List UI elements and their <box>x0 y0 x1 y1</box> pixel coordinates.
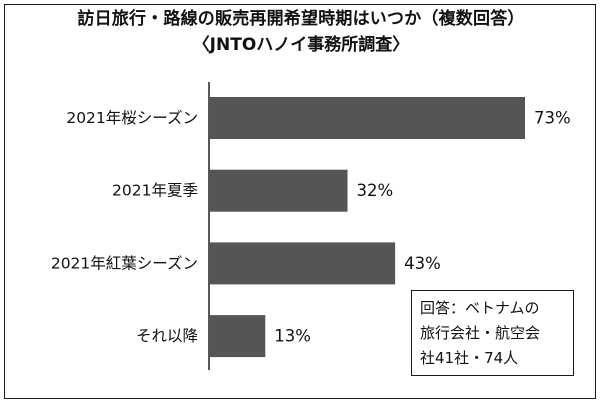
note-line-1: 回答：ベトナムの <box>420 299 540 317</box>
bar <box>209 169 348 212</box>
category-label: 2021年紅葉シーズン <box>51 254 198 272</box>
category-label: それ以降 <box>136 327 198 345</box>
value-label: 73% <box>534 109 571 128</box>
bar <box>209 315 266 358</box>
chart-subtitle: 〈JNTOハノイ事務所調査〉 <box>192 35 410 55</box>
category-label: 2021年夏季 <box>112 182 198 200</box>
value-label: 32% <box>357 181 394 200</box>
respondents-note: 回答：ベトナムの 旅行会社・航空会 社41社・74人 <box>411 290 574 376</box>
bars-layer: 2021年桜シーズン 73% 2021年夏季 32% 2021年紅葉シーズン 43% それ以… <box>51 97 571 358</box>
value-label: 13% <box>274 327 311 346</box>
bar <box>209 242 396 285</box>
value-label: 43% <box>404 254 441 273</box>
category-label: 2021年桜シーズン <box>66 109 198 127</box>
note-line-3: 社41社・74人 <box>420 349 519 367</box>
bar <box>209 97 525 139</box>
note-line-2: 旅行会社・航空会 <box>420 324 541 342</box>
chart-title: 訪日旅行・路線の販売再開希望時期はいつか（複数回答） <box>77 9 525 29</box>
